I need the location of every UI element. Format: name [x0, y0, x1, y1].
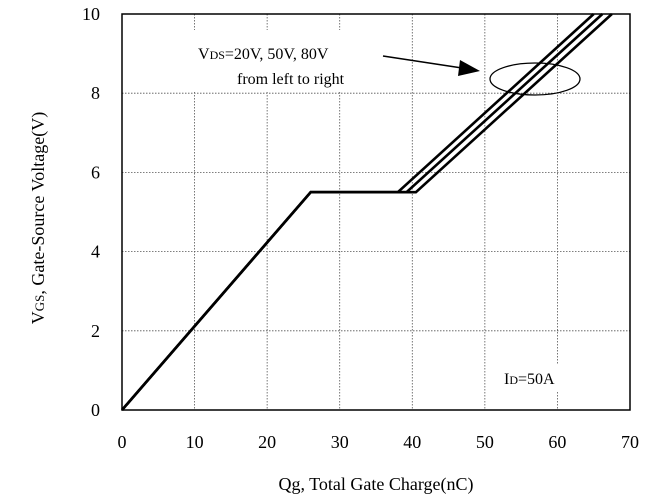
y-axis-title-prefix: V: [28, 311, 48, 324]
vds-rest: =20V, 50V, 80V: [225, 46, 329, 63]
vds-prefix: V: [198, 46, 210, 63]
vds-annotation-line2: from left to right: [237, 71, 345, 88]
y-axis-title: VGS, Gate-Source Voltage(V): [28, 112, 49, 324]
vds-annotation-line1: VDS=20V, 50V, 80V: [198, 46, 329, 63]
id-annotation: ID=50A: [504, 371, 555, 388]
x-tick-label: 0: [118, 432, 127, 452]
x-tick-label: 60: [548, 432, 566, 452]
annotation-arrow-shaft: [382, 55, 463, 69]
id-rest: =50A: [518, 371, 555, 388]
x-tick-label: 30: [331, 432, 349, 452]
id-sub: D: [509, 373, 518, 387]
y-tick-label: 4: [91, 242, 100, 262]
y-tick-label: 10: [82, 4, 100, 24]
y-tick-label: 2: [91, 321, 100, 341]
x-axis-title: Qg, Total Gate Charge(nC): [278, 474, 473, 495]
y-tick-label: 8: [91, 83, 100, 103]
y-tick-label: 0: [91, 400, 100, 420]
vds-sub: DS: [210, 48, 225, 62]
id-annotation-background: [498, 365, 558, 391]
annotation-arrow-head: [458, 60, 480, 76]
x-tick-label: 10: [186, 432, 204, 452]
annotation-background: [180, 30, 380, 92]
series-group-ellipse: [489, 62, 581, 96]
x-tick-label: 20: [258, 432, 276, 452]
y-axis-title-rest: , Gate-Source Voltage(V): [28, 112, 49, 295]
tick-labels: 0 10 20 30 40 50 60 70 0 2 4 6 8 10: [82, 4, 639, 452]
id-prefix: I: [504, 371, 509, 388]
x-tick-label: 70: [621, 432, 639, 452]
x-tick-label: 50: [476, 432, 494, 452]
y-tick-label: 6: [91, 162, 100, 182]
series-lines: [121, 13, 613, 411]
x-tick-label: 40: [403, 432, 421, 452]
series-line-3: [121, 13, 613, 411]
plot-frame: [121, 13, 631, 411]
y-axis-title-sub: GS: [32, 295, 47, 312]
